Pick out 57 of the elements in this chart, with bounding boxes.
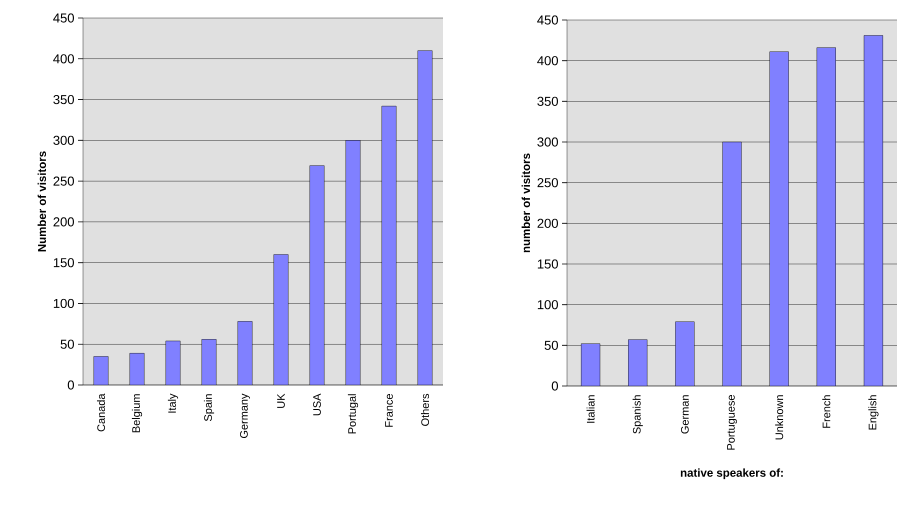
x-axis-title: native speakers of: xyxy=(680,468,783,480)
bar xyxy=(722,142,742,386)
y-tick-label: 100 xyxy=(54,298,74,308)
bar xyxy=(770,52,789,386)
x-tick-label: Portuguese xyxy=(727,395,737,450)
bar xyxy=(580,344,600,386)
x-tick-label: Unknown xyxy=(775,395,784,440)
bar xyxy=(382,106,396,385)
y-tick-label: 0 xyxy=(552,381,558,391)
x-tick-label: Italian xyxy=(586,395,595,423)
x-tick-label: UK xyxy=(277,394,285,408)
y-tick-label: 200 xyxy=(54,217,74,226)
y-tick-label: 350 xyxy=(537,96,558,106)
bar xyxy=(274,254,288,385)
x-tick-label: Canada xyxy=(96,394,106,432)
y-tick-label: 100 xyxy=(538,300,558,310)
y-tick-label: 200 xyxy=(538,218,558,228)
bar xyxy=(628,339,648,386)
y-tick-label: 300 xyxy=(53,136,74,145)
x-tick-label: Belgium xyxy=(132,394,142,432)
bar xyxy=(130,352,144,385)
x-tick-label: Germany xyxy=(240,394,250,438)
bar xyxy=(418,50,432,385)
x-tick-label: German xyxy=(680,395,689,434)
bar xyxy=(864,35,884,386)
bar xyxy=(675,322,694,386)
y-axis-title: Number of visitors xyxy=(38,151,46,252)
x-tick-label: Italy xyxy=(168,394,178,413)
y-tick-label: 450 xyxy=(53,13,74,23)
y-tick-label: 150 xyxy=(54,258,74,268)
y-tick-label: 0 xyxy=(68,380,74,390)
x-tick-label: Spain xyxy=(204,394,214,422)
x-tick-label: Others xyxy=(420,394,430,426)
y-tick-label: 400 xyxy=(53,54,74,64)
bar xyxy=(238,321,252,385)
x-tick-label: Portugal xyxy=(348,394,358,434)
x-tick-label: French xyxy=(822,395,830,428)
y-tick-label: 300 xyxy=(537,137,558,147)
bar xyxy=(346,140,360,385)
y-axis-title: number of visitors xyxy=(522,153,530,252)
bar xyxy=(94,356,108,385)
y-tick-label: 450 xyxy=(537,15,558,25)
bar xyxy=(166,340,180,385)
bar xyxy=(310,165,324,385)
y-tick-label: 350 xyxy=(53,94,74,104)
bar xyxy=(816,47,836,386)
y-tick-label: 250 xyxy=(538,178,558,188)
y-tick-label: 50 xyxy=(544,340,558,350)
y-tick-label: 250 xyxy=(54,176,74,186)
y-tick-label: 50 xyxy=(60,340,74,349)
x-tick-label: USA xyxy=(313,394,321,416)
bar xyxy=(202,339,216,385)
y-tick-label: 150 xyxy=(538,259,558,269)
x-tick-label: Spanish xyxy=(632,395,643,434)
x-tick-label: France xyxy=(385,394,393,427)
y-tick-label: 400 xyxy=(537,56,558,66)
x-tick-label: English xyxy=(868,395,879,430)
